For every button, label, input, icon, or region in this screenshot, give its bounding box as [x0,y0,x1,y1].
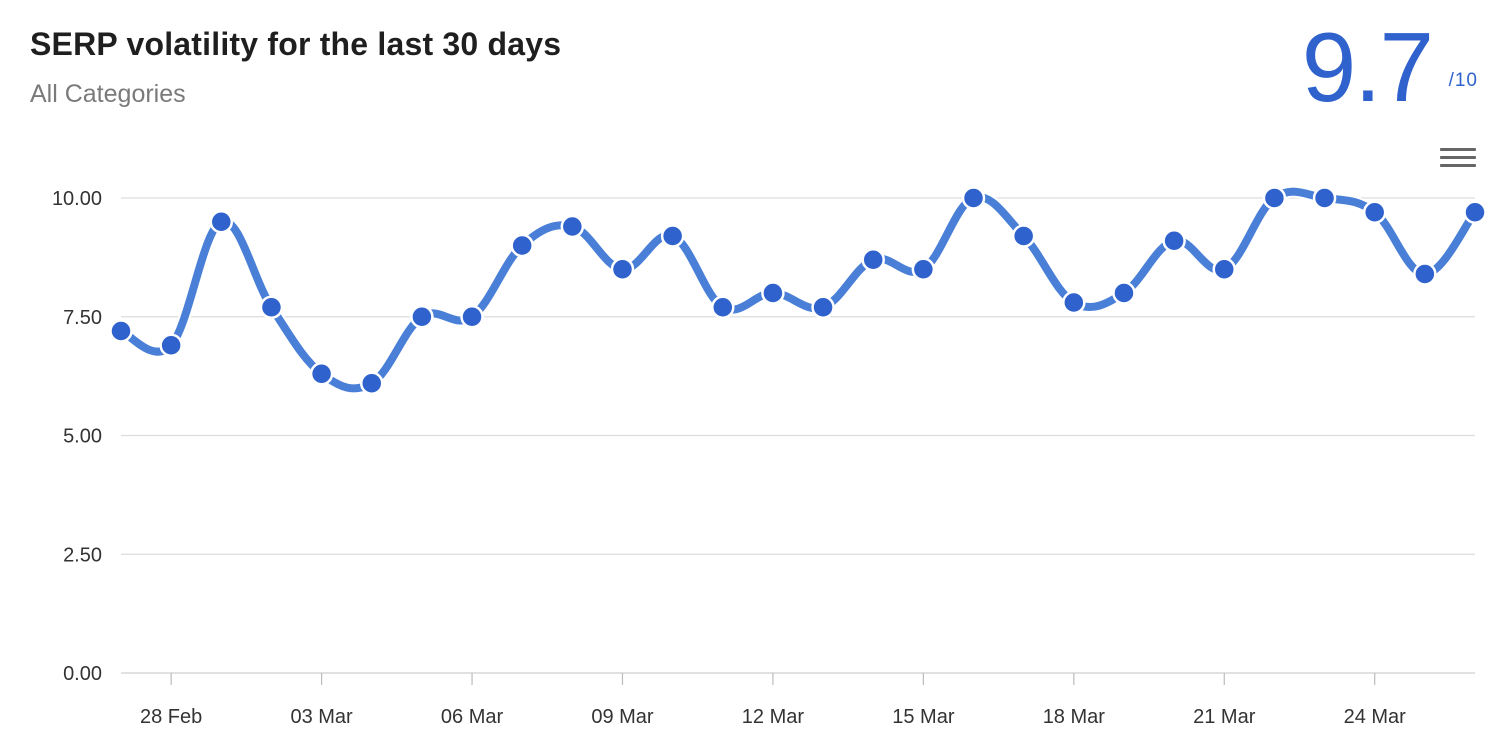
series-line [117,187,1479,393]
menu-bar [1440,148,1476,151]
x-tick-label: 24 Mar [1344,706,1407,728]
x-tick-label: 09 Mar [591,706,654,728]
data-point [259,295,284,319]
x-tick-label: 12 Mar [742,706,805,728]
data-point [359,371,384,395]
data-point [1463,200,1487,224]
data-point [761,281,785,305]
x-tick-label: 03 Mar [290,706,353,728]
data-point [1212,257,1237,281]
data-point [460,305,484,329]
chart-subtitle: All Categories [30,80,186,108]
data-point [510,233,534,258]
x-tick-label: 15 Mar [892,706,955,728]
series-line-halo [115,185,1481,395]
data-point [961,186,986,210]
x-tick-label: 21 Mar [1193,706,1256,728]
data-point [1112,281,1136,305]
y-tick-label: 2.50 [63,544,102,566]
data-point [911,257,936,281]
data-point [1011,224,1036,248]
menu-bar [1440,164,1476,167]
y-tick-label: 0.00 [63,663,102,685]
data-point [410,305,434,329]
data-point [1262,186,1287,210]
y-tick-label: 10.00 [52,188,102,210]
data-point [560,214,585,239]
data-point [660,224,685,248]
data-point [1413,262,1437,286]
x-tick-label: 06 Mar [441,706,504,728]
data-point [1162,229,1186,253]
data-point [309,362,334,386]
chart-title: SERP volatility for the last 30 days [30,26,562,62]
x-tick-label: 28 Feb [140,706,202,728]
y-tick-label: 7.50 [63,307,102,329]
data-point [711,295,735,319]
data-point [109,319,133,343]
data-point [861,248,885,272]
data-point [209,210,234,234]
data-point [159,333,183,357]
menu-bar [1440,156,1476,159]
volatility-score-max: /10 [1448,70,1478,91]
data-point [610,257,635,281]
data-point [1362,200,1387,224]
hamburger-menu-icon[interactable] [1440,148,1476,176]
data-point [811,295,835,319]
x-tick-label: 18 Mar [1043,706,1106,728]
volatility-score: 9.7 [1301,12,1434,122]
data-point [1312,186,1337,210]
data-point [1062,290,1086,315]
y-tick-label: 5.00 [63,426,102,448]
